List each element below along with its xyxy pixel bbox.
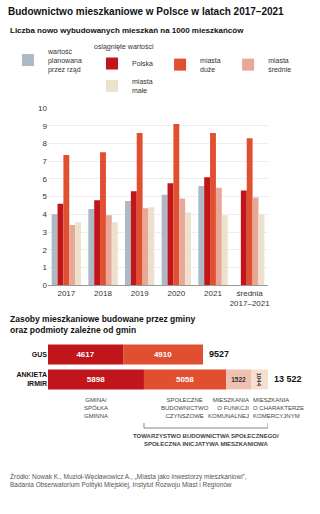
- svg-text:Budownictwo mieszkaniowe w Pol: Budownictwo mieszkaniowe w Polsce w lata…: [8, 6, 284, 17]
- svg-text:2020: 2020: [167, 289, 185, 298]
- svg-text:osiągnięte wartości: osiągnięte wartości: [94, 43, 154, 51]
- svg-text:1: 1: [43, 263, 48, 272]
- svg-text:4910: 4910: [154, 350, 172, 359]
- svg-text:5058: 5058: [176, 375, 194, 384]
- svg-text:Liczba nowo wybudowanych miesz: Liczba nowo wybudowanych mieszkań na 100…: [10, 26, 244, 35]
- svg-text:13 522: 13 522: [274, 374, 302, 384]
- svg-text:miastaśrednie: miastaśrednie: [268, 57, 291, 73]
- svg-text:9: 9: [43, 122, 48, 131]
- svg-text:9527: 9527: [209, 349, 229, 359]
- svg-text:2017: 2017: [57, 289, 75, 298]
- svg-text:Zasoby mieszkaniowe budowane p: Zasoby mieszkaniowe budowane przez gminy…: [10, 314, 195, 335]
- svg-text:1522: 1522: [231, 376, 246, 383]
- svg-text:7: 7: [43, 157, 48, 166]
- svg-text:3: 3: [43, 228, 48, 237]
- svg-text:6: 6: [43, 175, 48, 184]
- svg-text:ANKIETAIRMIR: ANKIETAIRMIR: [16, 371, 47, 387]
- svg-text:2: 2: [43, 246, 48, 255]
- svg-text:0: 0: [43, 281, 48, 290]
- svg-text:Polska: Polska: [132, 60, 153, 67]
- svg-text:2019: 2019: [131, 289, 149, 298]
- svg-text:1044: 1044: [256, 372, 263, 386]
- svg-text:miastaduże: miastaduże: [200, 57, 221, 73]
- svg-text:4617: 4617: [76, 350, 94, 359]
- svg-text:SPOŁECZNEBUDOWNICTWOCZYNSZOWE: SPOŁECZNEBUDOWNICTWOCZYNSZOWE: [161, 397, 209, 419]
- svg-text:TOWARZYSTWO BUDOWNICTWA SPOŁEC: TOWARZYSTWO BUDOWNICTWA SPOŁECZNEGO/SPOŁ…: [133, 433, 279, 447]
- svg-text:5898: 5898: [87, 375, 105, 384]
- svg-text:miastamałe: miastamałe: [132, 78, 153, 94]
- svg-text:4: 4: [43, 210, 48, 219]
- svg-text:5: 5: [43, 192, 48, 201]
- svg-text:MIESZKANIAO CHARAKTERZEKOMERCY: MIESZKANIAO CHARAKTERZEKOMERCYJNYM: [253, 397, 304, 419]
- svg-text:10: 10: [38, 104, 47, 113]
- svg-text:MIESZKANIAO FUNKCJIKOMUNALNEJ: MIESZKANIAO FUNKCJIKOMUNALNEJ: [208, 397, 249, 419]
- svg-text:GUS: GUS: [32, 351, 48, 358]
- svg-text:2018: 2018: [94, 289, 112, 298]
- svg-text:średnia2017–2021: średnia2017–2021: [230, 289, 271, 308]
- svg-text:Źródło: Nowak K., Muzioł-Węcła: Źródło: Nowak K., Muzioł-Węcławowicz A.,…: [10, 472, 247, 489]
- svg-text:wartośćplanowanaprzez rząd: wartośćplanowanaprzez rząd: [47, 48, 82, 74]
- svg-text:2021: 2021: [204, 289, 222, 298]
- svg-text:8: 8: [43, 139, 48, 148]
- svg-text:GMINA/SPÓŁKAGMINNA: GMINA/SPÓŁKAGMINNA: [84, 397, 108, 419]
